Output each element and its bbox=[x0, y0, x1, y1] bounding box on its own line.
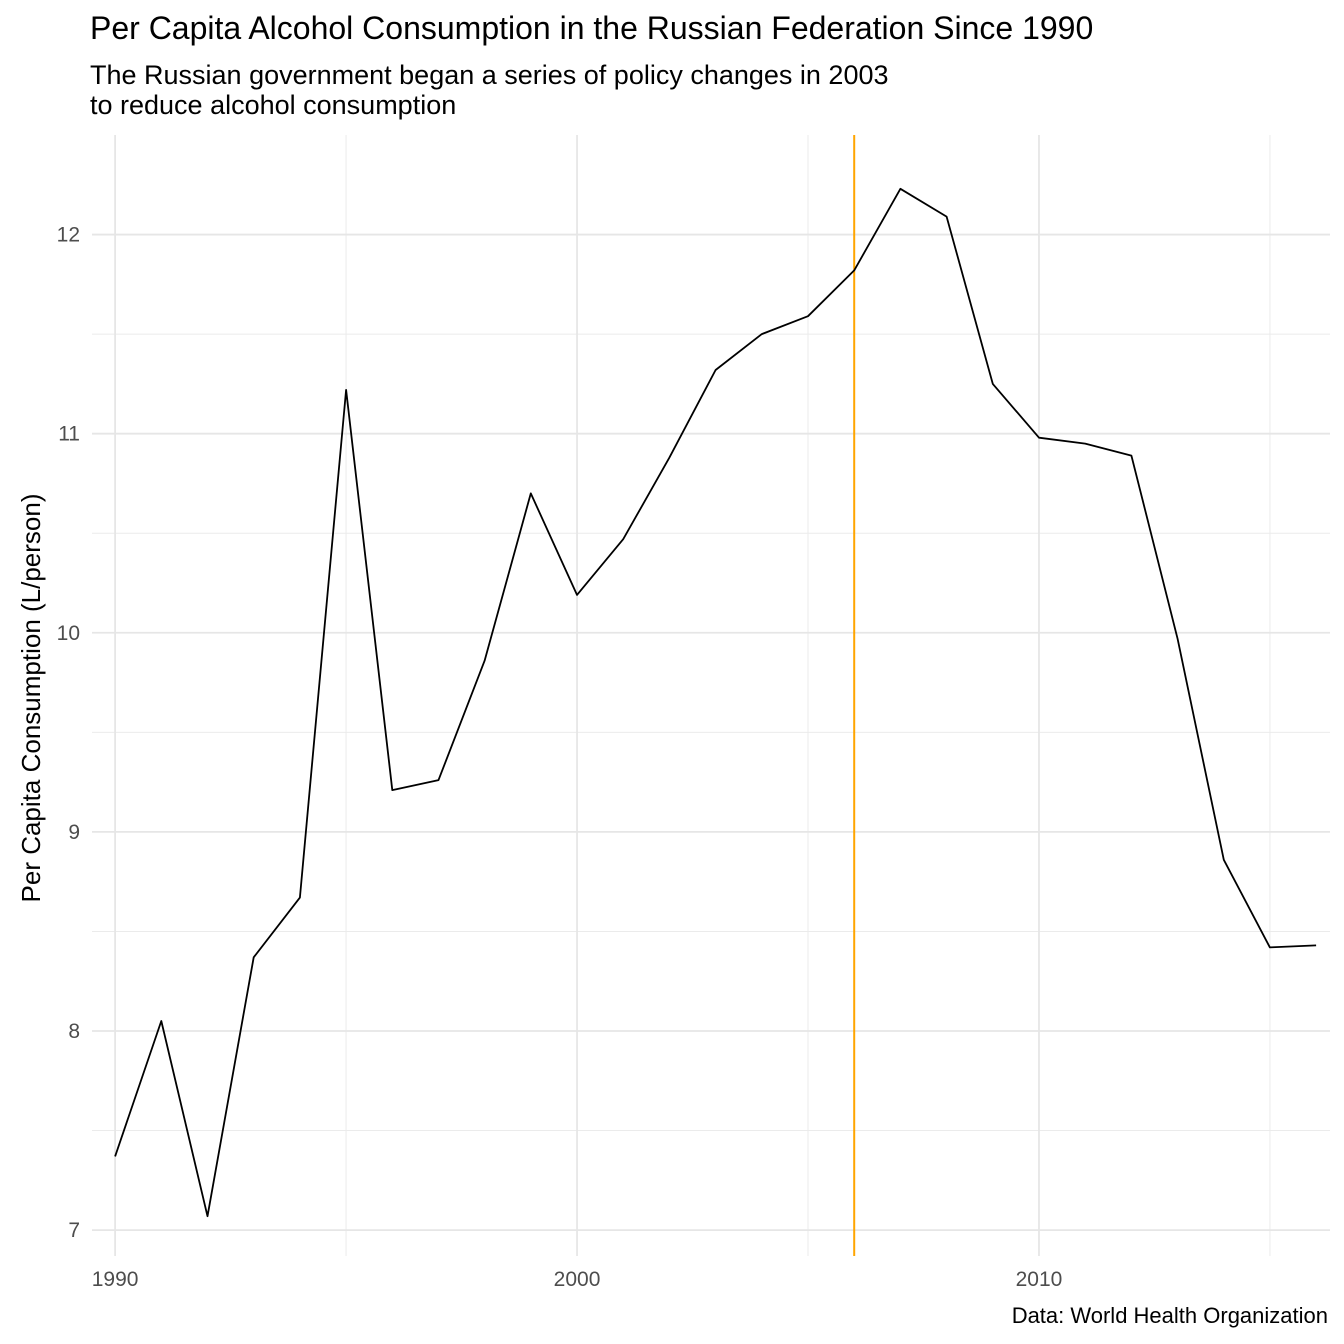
data-point bbox=[1130, 455, 1132, 457]
x-tick-label: 1990 bbox=[92, 1268, 139, 1291]
major-gridlines bbox=[92, 135, 1330, 1256]
y-tick-label: 9 bbox=[68, 821, 80, 844]
data-point bbox=[1223, 859, 1225, 861]
data-point bbox=[160, 1020, 162, 1022]
data-point bbox=[253, 956, 255, 958]
data-point bbox=[761, 333, 763, 335]
data-point bbox=[114, 1155, 116, 1157]
data-point bbox=[899, 188, 901, 190]
y-tick-label: 11 bbox=[58, 423, 80, 446]
data-point bbox=[437, 779, 439, 781]
series-line bbox=[114, 187, 1317, 1218]
y-tick-label: 8 bbox=[68, 1020, 80, 1043]
y-tick-label: 10 bbox=[57, 622, 80, 645]
data-point bbox=[668, 457, 670, 459]
data-point bbox=[206, 1215, 208, 1217]
y-tick-label: 7 bbox=[68, 1219, 80, 1242]
data-point bbox=[484, 660, 486, 662]
data-point bbox=[576, 594, 578, 596]
x-tick-label: 2010 bbox=[1016, 1268, 1063, 1291]
chart-caption: Data: World Health Organization bbox=[1011, 1303, 1328, 1328]
data-point bbox=[715, 369, 717, 371]
data-point bbox=[1084, 443, 1086, 445]
data-point bbox=[807, 315, 809, 317]
data-point bbox=[391, 789, 393, 791]
data-point bbox=[622, 538, 624, 540]
x-tick-label: 2000 bbox=[554, 1268, 601, 1291]
data-point bbox=[946, 216, 948, 218]
data-point bbox=[1269, 946, 1271, 948]
data-point bbox=[853, 269, 855, 271]
data-point bbox=[1038, 437, 1040, 439]
chart-subtitle: The Russian government began a series of… bbox=[90, 60, 889, 120]
data-point bbox=[345, 389, 347, 391]
minor-gridlines bbox=[92, 135, 1330, 1256]
data-point bbox=[1177, 638, 1179, 640]
data-point bbox=[1315, 944, 1317, 946]
data-point bbox=[992, 383, 994, 385]
chart-title: Per Capita Alcohol Consumption in the Ru… bbox=[90, 10, 1094, 46]
y-axis-title: Per Capita Consumption (L/person) bbox=[16, 494, 46, 903]
data-point bbox=[530, 492, 532, 494]
y-axis-tick-labels: 7 8 9 10 11 12 bbox=[57, 224, 80, 1243]
data-point bbox=[299, 897, 301, 899]
series-layer bbox=[114, 187, 1317, 1218]
x-axis-tick-labels: 1990 2000 2010 bbox=[92, 1268, 1063, 1291]
y-tick-label: 12 bbox=[57, 224, 80, 247]
